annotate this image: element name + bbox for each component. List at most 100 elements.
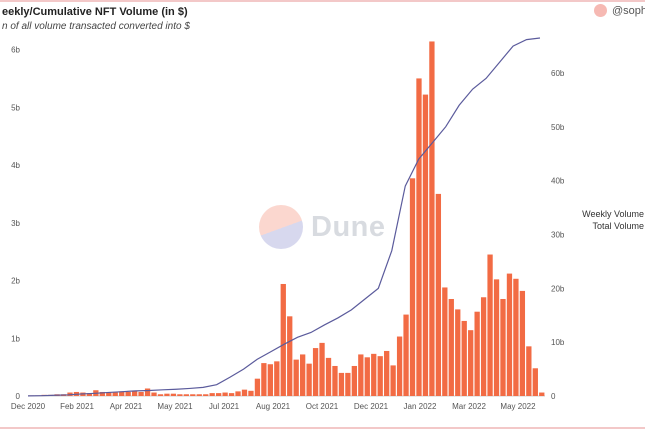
author-avatar (594, 4, 607, 17)
total-volume-line (27, 37, 541, 397)
y-left-tick-label: 6b (11, 46, 20, 55)
weekly-volume-bar (506, 273, 513, 396)
weekly-volume-bar (119, 391, 125, 396)
weekly-volume-bar (183, 394, 189, 396)
top-border (0, 0, 645, 2)
weekly-volume-bar (468, 330, 474, 396)
weekly-volume-bar (248, 390, 254, 396)
weekly-volume-bar (519, 290, 526, 396)
weekly-volume-bar (177, 394, 183, 396)
y-right-tick-label: 10b (551, 338, 565, 347)
weekly-volume-bar (532, 368, 538, 396)
weekly-volume-bar (358, 354, 364, 396)
weekly-volume-bar (487, 254, 493, 396)
dune-watermark: Dune (259, 205, 386, 249)
x-tick-label: Oct 2021 (306, 402, 339, 411)
weekly-volume-bar (345, 372, 351, 396)
weekly-volume-bar (351, 365, 358, 396)
weekly-volume-bar (280, 283, 286, 396)
weekly-volume-bar (86, 393, 93, 396)
y-left-tick-label: 2b (11, 277, 20, 286)
weekly-volume-bar (396, 336, 403, 396)
weekly-volume-bar (170, 393, 177, 396)
weekly-volume-bar (138, 391, 144, 396)
weekly-volume-bar (144, 388, 151, 396)
weekly-volume-bar (422, 94, 429, 396)
weekly-volume-bar (287, 316, 293, 396)
weekly-volume-bar (364, 357, 370, 396)
weekly-volume-bar (190, 394, 196, 396)
y-left-tick-label: 1b (11, 334, 20, 343)
weekly-volume-bar (267, 364, 273, 396)
dune-watermark-text: Dune (311, 210, 386, 243)
weekly-volume-bar (455, 309, 461, 396)
x-tick-label: Jul 2021 (209, 402, 240, 411)
weekly-volume-bar (300, 354, 306, 396)
author-badge[interactable]: @sophie (594, 4, 645, 17)
weekly-volume-bar (429, 41, 435, 397)
weekly-volume-bar (377, 356, 383, 396)
weekly-volume-bar (203, 394, 209, 396)
weekly-volume-bar (416, 78, 422, 397)
weekly-volume-bar (196, 394, 202, 396)
weekly-volume-bar (241, 389, 248, 396)
dune-logo-icon (259, 205, 303, 249)
x-tick-label: May 2021 (157, 402, 193, 411)
weekly-volume-bar (125, 391, 131, 396)
weekly-volume-bar (164, 393, 170, 396)
weekly-volume-bar (526, 346, 532, 396)
weekly-volume-bar (235, 391, 241, 396)
y-right-tick-label: 30b (551, 230, 565, 239)
weekly-volume-bar (131, 390, 138, 396)
weekly-volume-bar (493, 279, 500, 396)
chart-title: eekly/Cumulative NFT Volume (in $) (2, 6, 188, 18)
weekly-volume-bar (157, 394, 164, 396)
x-tick-label: Dec 2021 (354, 402, 389, 411)
weekly-volume-bar (254, 378, 261, 396)
x-tick-label: Jan 2022 (404, 402, 437, 411)
weekly-volume-bar (390, 365, 396, 396)
weekly-volume-bar (442, 287, 448, 396)
weekly-volume-bar (338, 372, 345, 396)
weekly-volume-bar (293, 359, 299, 396)
weekly-volume-bar (151, 392, 157, 396)
weekly-volume-bar (435, 193, 442, 396)
bottom-border (0, 427, 645, 429)
weekly-volume-bar (539, 392, 545, 396)
weekly-volume-bar (474, 311, 480, 396)
weekly-volume-bar (461, 320, 467, 396)
weekly-volume-bar (403, 314, 409, 396)
y-left-tick-label: 3b (11, 219, 20, 228)
chart-subtitle: n of all volume transacted converted int… (2, 21, 190, 32)
weekly-volume-bar (106, 392, 112, 396)
x-tick-label: May 2022 (500, 402, 536, 411)
chart-legend: Weekly Volume Total Volume (562, 208, 644, 232)
weekly-volume-bar (274, 361, 280, 396)
weekly-volume-bar (409, 178, 416, 396)
y-right-tick-label: 20b (551, 284, 565, 293)
weekly-volume-bar (325, 357, 332, 396)
y-right-tick-label: 40b (551, 177, 565, 186)
y-right-tick-label: 0 (551, 392, 556, 401)
x-tick-label: Dec 2020 (11, 402, 46, 411)
y-right-tick-label: 60b (551, 69, 565, 78)
weekly-volume-bar (261, 363, 267, 396)
weekly-volume-bar (312, 348, 319, 396)
weekly-volume-bar (209, 393, 215, 396)
weekly-volume-bar (513, 278, 519, 396)
legend-weekly-volume[interactable]: Weekly Volume (582, 209, 644, 219)
y-left-tick-label: 4b (11, 161, 20, 170)
weekly-volume-bar (228, 393, 235, 396)
weekly-volume-bar (332, 365, 338, 396)
y-right-tick-label: 50b (551, 123, 565, 132)
weekly-volume-bar (500, 298, 506, 396)
weekly-volume-bar (112, 392, 118, 396)
x-tick-label: Feb 2021 (60, 402, 94, 411)
legend-total-volume[interactable]: Total Volume (592, 221, 644, 231)
x-tick-label: Mar 2022 (452, 402, 486, 411)
y-left-tick-label: 5b (11, 103, 20, 112)
weekly-volume-bar (306, 363, 312, 396)
weekly-volume-bar (384, 350, 390, 396)
weekly-volume-bar (448, 298, 454, 396)
